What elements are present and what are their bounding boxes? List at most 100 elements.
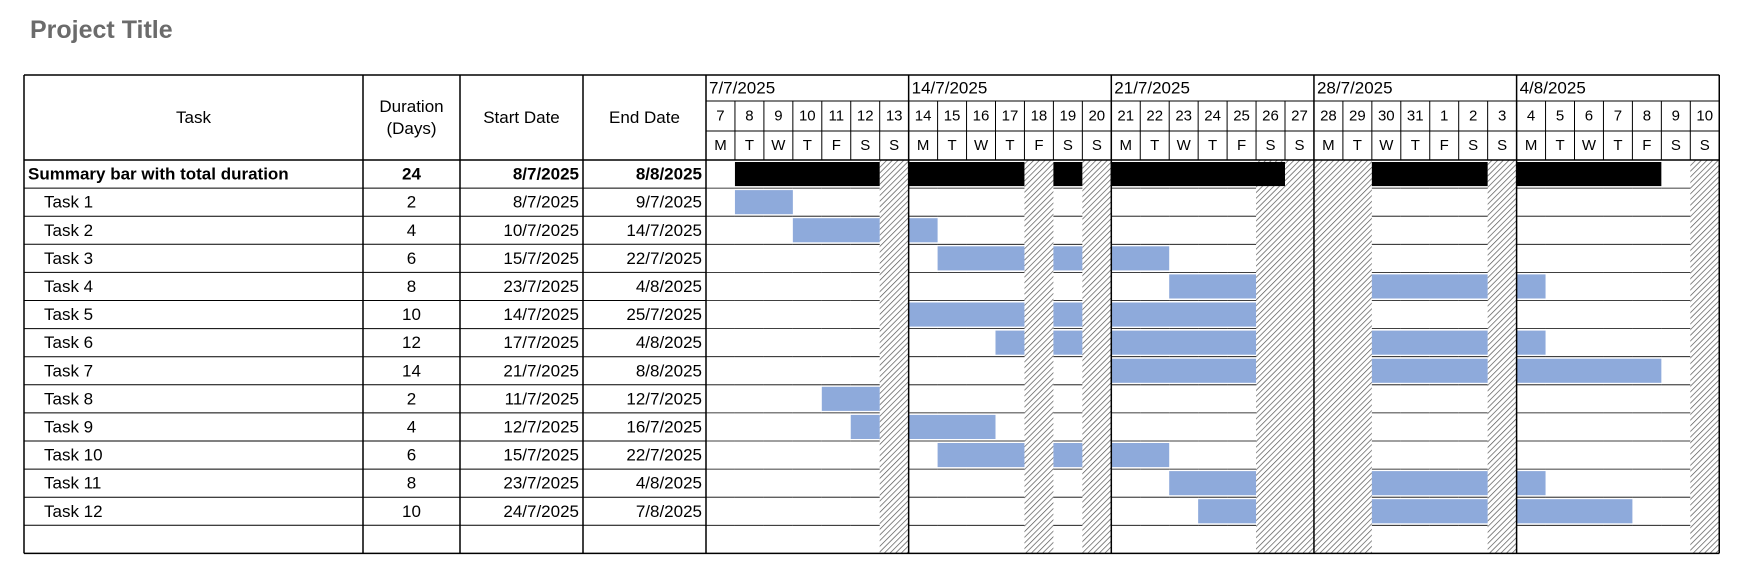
week-label: 28/7/2025 xyxy=(1317,79,1393,98)
day-of-week: W xyxy=(974,137,989,154)
task-bar-12 xyxy=(1516,499,1633,524)
summary-duration: 24 xyxy=(402,165,421,184)
task-bar-7 xyxy=(1371,358,1488,383)
task-bar-12 xyxy=(1198,499,1257,524)
page-title: Project Title xyxy=(30,16,173,44)
day-of-week: T xyxy=(1555,137,1564,154)
task-bar-5 xyxy=(1111,302,1257,327)
task-duration: 12 xyxy=(402,333,421,352)
day-number: 13 xyxy=(886,108,903,125)
task-name: Task 1 xyxy=(44,193,93,212)
task-start-date: 23/7/2025 xyxy=(503,277,579,296)
day-number: 12 xyxy=(857,108,874,125)
day-number: 17 xyxy=(1002,108,1019,125)
day-of-week: M xyxy=(1322,137,1335,154)
day-number: 24 xyxy=(1204,108,1221,125)
week-label: 7/7/2025 xyxy=(709,79,775,98)
task-end-date: 4/8/2025 xyxy=(636,474,702,493)
day-of-week: S xyxy=(1063,137,1073,154)
task-name: Task 5 xyxy=(44,305,93,324)
day-number: 21 xyxy=(1117,108,1134,125)
day-of-week: F xyxy=(1237,137,1246,154)
day-number: 10 xyxy=(1696,108,1713,125)
day-of-week: W xyxy=(1582,137,1597,154)
day-number: 18 xyxy=(1031,108,1048,125)
hatch-18-7-2025 xyxy=(1024,160,1054,554)
task-bar-10 xyxy=(937,443,1025,468)
summary-bar-segment xyxy=(908,162,1025,187)
task-duration: 6 xyxy=(407,446,416,465)
task-bar-6 xyxy=(1371,330,1488,355)
day-of-week: S xyxy=(1294,137,1304,154)
day-number: 28 xyxy=(1320,108,1337,125)
task-bar-11 xyxy=(1169,471,1257,496)
day-of-week: T xyxy=(1411,137,1420,154)
task-bar-3 xyxy=(937,246,1025,271)
day-of-week: S xyxy=(860,137,870,154)
day-number: 7 xyxy=(1614,108,1622,125)
hatch-10-8-2025 xyxy=(1690,160,1720,554)
task-bar-8 xyxy=(821,386,880,411)
task-name: Task 9 xyxy=(44,417,93,436)
day-of-week: T xyxy=(1353,137,1362,154)
day-number: 9 xyxy=(1672,108,1680,125)
day-number: 1 xyxy=(1440,108,1448,125)
task-start-date: 23/7/2025 xyxy=(503,474,579,493)
task-bar-2 xyxy=(792,218,880,243)
task-end-date: 8/8/2025 xyxy=(636,361,702,380)
task-start-date: 21/7/2025 xyxy=(503,361,579,380)
header-end-date: End Date xyxy=(609,108,680,127)
task-duration: 10 xyxy=(402,305,421,324)
summary-bar-segment xyxy=(1111,162,1285,187)
task-start-date: 17/7/2025 xyxy=(503,333,579,352)
task-duration: 4 xyxy=(407,221,416,240)
day-number: 29 xyxy=(1349,108,1366,125)
summary-bar-segment xyxy=(1371,162,1488,187)
day-of-week: S xyxy=(1468,137,1478,154)
task-bar-7 xyxy=(1111,358,1257,383)
day-number: 20 xyxy=(1088,108,1105,125)
day-of-week: F xyxy=(1034,137,1043,154)
task-duration: 14 xyxy=(402,361,421,380)
task-end-date: 14/7/2025 xyxy=(626,221,702,240)
day-number: 8 xyxy=(745,108,753,125)
hatch-29-7-2025 xyxy=(1342,160,1372,554)
task-name: Task 2 xyxy=(44,221,93,240)
task-name: Task 12 xyxy=(44,502,103,521)
day-number: 2 xyxy=(1469,108,1477,125)
task-duration: 2 xyxy=(407,389,416,408)
summary-start: 8/7/2025 xyxy=(513,165,579,184)
day-of-week: S xyxy=(1092,137,1102,154)
day-of-week: M xyxy=(1525,137,1538,154)
task-name: Task 6 xyxy=(44,333,93,352)
task-start-date: 15/7/2025 xyxy=(503,446,579,465)
task-end-date: 4/8/2025 xyxy=(636,333,702,352)
task-end-date: 22/7/2025 xyxy=(626,446,702,465)
task-bars-layer xyxy=(734,162,1662,524)
hatch-3-8-2025 xyxy=(1487,160,1517,554)
day-of-week: M xyxy=(1120,137,1133,154)
task-start-date: 14/7/2025 xyxy=(503,305,579,324)
day-number: 23 xyxy=(1175,108,1192,125)
day-of-week: S xyxy=(1671,137,1681,154)
task-bar-4 xyxy=(1169,274,1257,299)
task-bar-6 xyxy=(1516,330,1546,355)
hatch-20-7-2025 xyxy=(1082,160,1112,554)
day-of-week: T xyxy=(1005,137,1014,154)
task-bar-7 xyxy=(1516,358,1662,383)
hatch-28-7-2025 xyxy=(1313,160,1343,554)
task-end-date: 9/7/2025 xyxy=(636,193,702,212)
day-number: 26 xyxy=(1262,108,1279,125)
task-bar-4 xyxy=(1371,274,1488,299)
day-of-week: S xyxy=(1497,137,1507,154)
day-number: 31 xyxy=(1407,108,1424,125)
header-duration-unit: (Days) xyxy=(386,119,436,138)
task-duration: 2 xyxy=(407,193,416,212)
task-name: Task 3 xyxy=(44,249,93,268)
summary-name: Summary bar with total duration xyxy=(28,165,289,184)
day-number: 10 xyxy=(799,108,816,125)
day-of-week: W xyxy=(1177,137,1192,154)
task-bar-2 xyxy=(908,218,938,243)
day-number: 3 xyxy=(1498,108,1506,125)
